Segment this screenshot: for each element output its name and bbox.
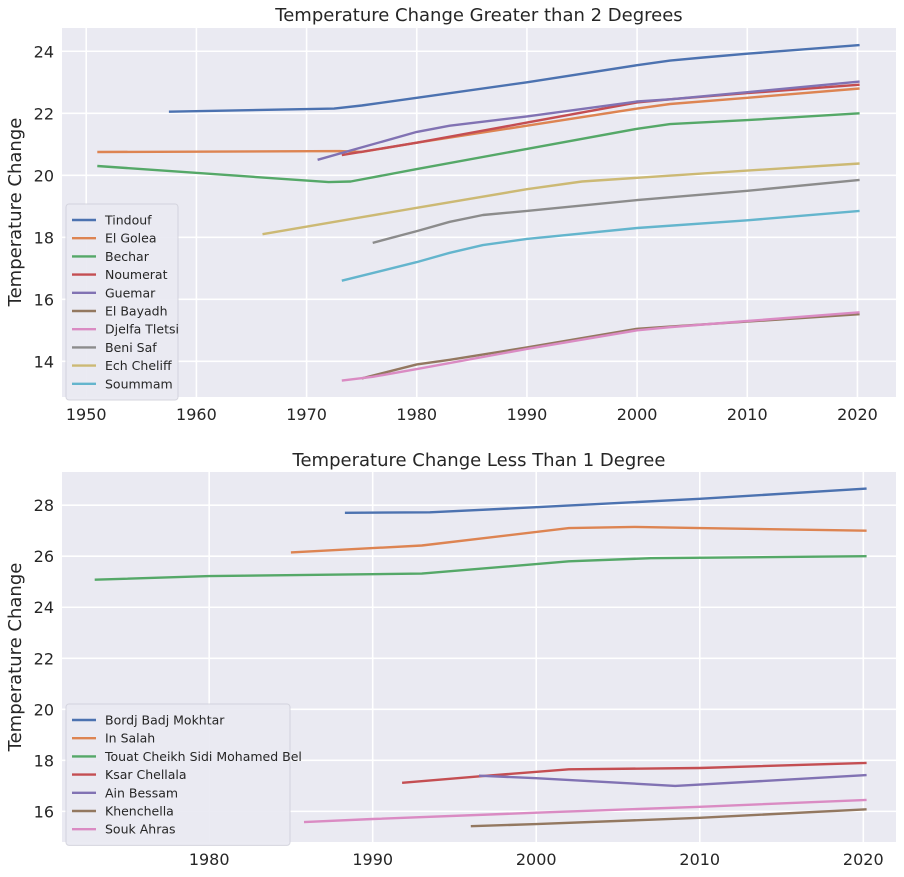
top-legend-label: El Bayadh: [105, 304, 168, 319]
bottom-series-line-3: [402, 761, 867, 784]
bottom-x-ticks: 1980 1990 2000 2010 2020: [189, 850, 884, 869]
top-legend-frame: [65, 203, 179, 401]
top-legend-label: Beni Saf: [105, 340, 157, 355]
bottom-y-tick-label: 24: [34, 598, 54, 617]
bottom-y-ticks: 16 18 20 22 24 26 28: [34, 496, 54, 821]
top-x-tick-label: 2010: [727, 405, 768, 424]
bottom-y-tick-label: 22: [34, 649, 54, 668]
bottom-series-line-2: [94, 555, 867, 581]
top-x-ticks: 1950 1960 1970 1980 1990 2000 2010 2020: [66, 405, 878, 424]
bottom-legend-label: In Salah: [105, 731, 155, 746]
bottom-y-tick-label: 18: [34, 751, 54, 770]
top-x-tick-label: 2020: [837, 405, 878, 424]
bottom-legend-label: Bordj Badj Mokhtar: [105, 713, 225, 728]
top-series-lines: [97, 43, 860, 382]
top-x-tick-label: 2000: [617, 405, 658, 424]
top-x-tick-label: 1960: [176, 405, 217, 424]
top-legend: Tindouf El Golea Bechar Noumerat Guemar El Ba…: [65, 203, 179, 401]
bottom-series-line-0: [344, 487, 867, 514]
top-series-line-2: [97, 112, 860, 184]
top-y-tick-label: 16: [34, 290, 54, 309]
bottom-legend-label: Khenchella: [105, 804, 174, 819]
top-plot-area: [62, 28, 896, 397]
bottom-series-line-4: [478, 773, 867, 788]
bottom-legend-label: Souk Ahras: [105, 822, 176, 837]
bottom-legend-label: Ain Bessam: [105, 785, 178, 800]
top-series-line-0: [168, 43, 860, 113]
top-gridlines: [62, 28, 896, 397]
top-y-ticks: 14 16 18 20 22 24: [34, 42, 54, 371]
top-y-tick-label: 14: [34, 352, 54, 371]
top-legend-label: El Golea: [105, 231, 157, 246]
top-x-tick-label: 1950: [66, 405, 107, 424]
bottom-chart-title: Temperature Change Less Than 1 Degree: [292, 450, 666, 471]
top-legend-label: Soummam: [105, 376, 173, 391]
bottom-y-tick-label: 26: [34, 547, 54, 566]
top-chart-panel: 1950 1960 1970 1980 1990 2000 2010 2020 14 16 18 2…: [5, 5, 896, 424]
top-legend-label: Djelfa Tletsi: [105, 322, 179, 337]
bottom-series-line-5: [470, 808, 867, 828]
top-y-tick-label: 24: [34, 42, 54, 61]
top-legend-label: Ech Cheliff: [105, 358, 172, 373]
top-x-tick-label: 1970: [286, 405, 327, 424]
top-chart-title: Temperature Change Greater than 2 Degree…: [274, 5, 682, 26]
bottom-x-tick-label: 2000: [516, 850, 557, 869]
top-x-tick-label: 1980: [396, 405, 437, 424]
bottom-series-line-6: [303, 798, 867, 824]
bottom-x-tick-label: 1990: [352, 850, 393, 869]
top-legend-label: Tindouf: [104, 213, 152, 228]
bottom-y-tick-label: 28: [34, 496, 54, 515]
top-series-line-9: [341, 209, 860, 282]
top-legend-label: Guemar: [105, 285, 156, 300]
bottom-chart-panel: 1980 1990 2000 2010 2020 16 18 20 22 24 26 28 Temp…: [5, 450, 896, 869]
top-series-line-4: [317, 80, 860, 161]
top-x-tick-label: 1990: [507, 405, 548, 424]
top-series-line-6: [341, 311, 860, 382]
bottom-y-axis-label: Temperature Change: [5, 563, 26, 753]
bottom-legend: Bordj Badj Mokhtar In Salah Touat Cheikh S…: [65, 703, 302, 846]
bottom-y-tick-label: 20: [34, 700, 54, 719]
top-series-line-7: [372, 178, 860, 245]
top-series-line-8: [262, 162, 860, 236]
bottom-legend-frame: [65, 703, 291, 846]
bottom-series-lines: [94, 487, 867, 828]
top-legend-label: Bechar: [105, 249, 150, 264]
top-legend-label: Noumerat: [105, 267, 168, 282]
bottom-x-tick-label: 2010: [679, 850, 720, 869]
bottom-legend-label: Ksar Chellala: [105, 767, 187, 782]
bottom-legend-label: Touat Cheikh Sidi Mohamed Bel: [104, 749, 302, 764]
top-y-tick-label: 18: [34, 228, 54, 247]
bottom-series-line-1: [290, 525, 867, 554]
top-y-tick-label: 20: [34, 166, 54, 185]
bottom-y-tick-label: 16: [34, 802, 54, 821]
top-y-axis-label: Temperature Change: [5, 118, 26, 308]
top-y-tick-label: 22: [34, 104, 54, 123]
bottom-x-tick-label: 2020: [843, 850, 884, 869]
bottom-x-tick-label: 1980: [189, 850, 230, 869]
